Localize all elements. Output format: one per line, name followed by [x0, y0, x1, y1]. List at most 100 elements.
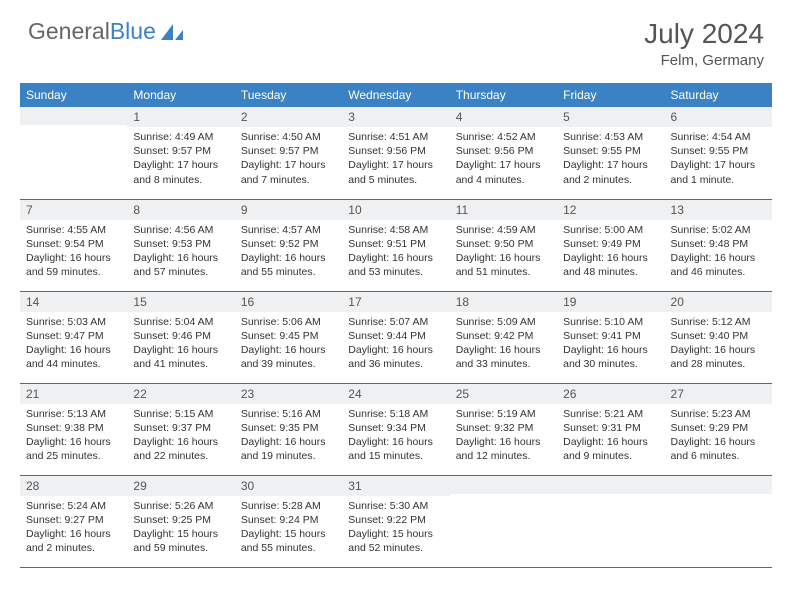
calendar-cell: 22Sunrise: 5:15 AMSunset: 9:37 PMDayligh…: [127, 383, 234, 475]
calendar-cell: 31Sunrise: 5:30 AMSunset: 9:22 PMDayligh…: [342, 475, 449, 567]
calendar-cell-empty: [665, 475, 772, 567]
day-details: Sunrise: 4:59 AMSunset: 9:50 PMDaylight:…: [450, 220, 557, 284]
calendar-row: 14Sunrise: 5:03 AMSunset: 9:47 PMDayligh…: [20, 291, 772, 383]
header: GeneralBlue July 2024 Felm, Germany: [0, 0, 792, 77]
logo-sail-icon: [159, 22, 185, 42]
day-number: 24: [342, 384, 449, 404]
day-details: Sunrise: 5:26 AMSunset: 9:25 PMDaylight:…: [127, 496, 234, 560]
weekday-header: Saturday: [665, 83, 772, 107]
day-details: Sunrise: 5:30 AMSunset: 9:22 PMDaylight:…: [342, 496, 449, 560]
day-number: 17: [342, 292, 449, 312]
day-number: [20, 107, 127, 125]
calendar-cell: 20Sunrise: 5:12 AMSunset: 9:40 PMDayligh…: [665, 291, 772, 383]
day-details: Sunrise: 5:03 AMSunset: 9:47 PMDaylight:…: [20, 312, 127, 376]
calendar-cell: 2Sunrise: 4:50 AMSunset: 9:57 PMDaylight…: [235, 107, 342, 199]
calendar-cell: 19Sunrise: 5:10 AMSunset: 9:41 PMDayligh…: [557, 291, 664, 383]
calendar-cell: 17Sunrise: 5:07 AMSunset: 9:44 PMDayligh…: [342, 291, 449, 383]
calendar-cell: 18Sunrise: 5:09 AMSunset: 9:42 PMDayligh…: [450, 291, 557, 383]
calendar-cell: 14Sunrise: 5:03 AMSunset: 9:47 PMDayligh…: [20, 291, 127, 383]
logo: GeneralBlue: [28, 18, 185, 45]
calendar-cell: 12Sunrise: 5:00 AMSunset: 9:49 PMDayligh…: [557, 199, 664, 291]
day-details: Sunrise: 4:55 AMSunset: 9:54 PMDaylight:…: [20, 220, 127, 284]
day-number: 8: [127, 200, 234, 220]
calendar-row: 7Sunrise: 4:55 AMSunset: 9:54 PMDaylight…: [20, 199, 772, 291]
day-details: Sunrise: 5:23 AMSunset: 9:29 PMDaylight:…: [665, 404, 772, 468]
day-details: Sunrise: 5:09 AMSunset: 9:42 PMDaylight:…: [450, 312, 557, 376]
day-details: Sunrise: 4:56 AMSunset: 9:53 PMDaylight:…: [127, 220, 234, 284]
month-title: July 2024: [644, 18, 764, 50]
day-number: 5: [557, 107, 664, 127]
day-details: Sunrise: 4:58 AMSunset: 9:51 PMDaylight:…: [342, 220, 449, 284]
calendar-row: 28Sunrise: 5:24 AMSunset: 9:27 PMDayligh…: [20, 475, 772, 567]
day-number: 23: [235, 384, 342, 404]
day-number: [450, 476, 557, 494]
day-number: 1: [127, 107, 234, 127]
day-number: 14: [20, 292, 127, 312]
day-number: 19: [557, 292, 664, 312]
calendar-cell: 24Sunrise: 5:18 AMSunset: 9:34 PMDayligh…: [342, 383, 449, 475]
logo-text-gray: General: [28, 18, 110, 45]
calendar-cell: 30Sunrise: 5:28 AMSunset: 9:24 PMDayligh…: [235, 475, 342, 567]
day-number: [557, 476, 664, 494]
day-number: 30: [235, 476, 342, 496]
calendar-cell: 27Sunrise: 5:23 AMSunset: 9:29 PMDayligh…: [665, 383, 772, 475]
day-number: 18: [450, 292, 557, 312]
calendar-cell: 5Sunrise: 4:53 AMSunset: 9:55 PMDaylight…: [557, 107, 664, 199]
day-number: 31: [342, 476, 449, 496]
day-details: Sunrise: 4:53 AMSunset: 9:55 PMDaylight:…: [557, 127, 664, 191]
day-number: 10: [342, 200, 449, 220]
weekday-header: Tuesday: [235, 83, 342, 107]
day-number: 21: [20, 384, 127, 404]
calendar-cell: 15Sunrise: 5:04 AMSunset: 9:46 PMDayligh…: [127, 291, 234, 383]
weekday-header: Monday: [127, 83, 234, 107]
day-number: 20: [665, 292, 772, 312]
calendar-cell: 26Sunrise: 5:21 AMSunset: 9:31 PMDayligh…: [557, 383, 664, 475]
logo-text-blue: Blue: [110, 18, 156, 45]
calendar-cell: 10Sunrise: 4:58 AMSunset: 9:51 PMDayligh…: [342, 199, 449, 291]
calendar-cell-empty: [450, 475, 557, 567]
calendar-cell: 13Sunrise: 5:02 AMSunset: 9:48 PMDayligh…: [665, 199, 772, 291]
title-block: July 2024 Felm, Germany: [644, 18, 764, 69]
calendar-cell: 25Sunrise: 5:19 AMSunset: 9:32 PMDayligh…: [450, 383, 557, 475]
day-details: Sunrise: 5:00 AMSunset: 9:49 PMDaylight:…: [557, 220, 664, 284]
calendar-cell: 1Sunrise: 4:49 AMSunset: 9:57 PMDaylight…: [127, 107, 234, 199]
calendar-cell: 7Sunrise: 4:55 AMSunset: 9:54 PMDaylight…: [20, 199, 127, 291]
calendar-row: 21Sunrise: 5:13 AMSunset: 9:38 PMDayligh…: [20, 383, 772, 475]
calendar-cell: 9Sunrise: 4:57 AMSunset: 9:52 PMDaylight…: [235, 199, 342, 291]
day-details: Sunrise: 5:15 AMSunset: 9:37 PMDaylight:…: [127, 404, 234, 468]
day-number: 2: [235, 107, 342, 127]
day-number: 12: [557, 200, 664, 220]
day-number: 25: [450, 384, 557, 404]
day-number: 27: [665, 384, 772, 404]
calendar-row: 1Sunrise: 4:49 AMSunset: 9:57 PMDaylight…: [20, 107, 772, 199]
calendar-cell: 3Sunrise: 4:51 AMSunset: 9:56 PMDaylight…: [342, 107, 449, 199]
calendar-cell: 16Sunrise: 5:06 AMSunset: 9:45 PMDayligh…: [235, 291, 342, 383]
day-details: Sunrise: 5:18 AMSunset: 9:34 PMDaylight:…: [342, 404, 449, 468]
day-number: 16: [235, 292, 342, 312]
weekday-header: Sunday: [20, 83, 127, 107]
calendar-table: SundayMondayTuesdayWednesdayThursdayFrid…: [20, 83, 772, 568]
calendar-cell: 29Sunrise: 5:26 AMSunset: 9:25 PMDayligh…: [127, 475, 234, 567]
day-details: Sunrise: 4:50 AMSunset: 9:57 PMDaylight:…: [235, 127, 342, 191]
day-details: Sunrise: 5:24 AMSunset: 9:27 PMDaylight:…: [20, 496, 127, 560]
day-details: Sunrise: 4:54 AMSunset: 9:55 PMDaylight:…: [665, 127, 772, 191]
day-details: Sunrise: 4:49 AMSunset: 9:57 PMDaylight:…: [127, 127, 234, 191]
day-number: 4: [450, 107, 557, 127]
day-number: 9: [235, 200, 342, 220]
day-details: Sunrise: 4:51 AMSunset: 9:56 PMDaylight:…: [342, 127, 449, 191]
day-number: [665, 476, 772, 494]
day-details: Sunrise: 5:28 AMSunset: 9:24 PMDaylight:…: [235, 496, 342, 560]
calendar-cell-empty: [557, 475, 664, 567]
calendar-cell: 6Sunrise: 4:54 AMSunset: 9:55 PMDaylight…: [665, 107, 772, 199]
calendar-cell: 4Sunrise: 4:52 AMSunset: 9:56 PMDaylight…: [450, 107, 557, 199]
weekday-header: Wednesday: [342, 83, 449, 107]
weekday-row: SundayMondayTuesdayWednesdayThursdayFrid…: [20, 83, 772, 107]
day-details: Sunrise: 5:02 AMSunset: 9:48 PMDaylight:…: [665, 220, 772, 284]
day-details: Sunrise: 5:04 AMSunset: 9:46 PMDaylight:…: [127, 312, 234, 376]
calendar-body: 1Sunrise: 4:49 AMSunset: 9:57 PMDaylight…: [20, 107, 772, 567]
day-details: Sunrise: 5:13 AMSunset: 9:38 PMDaylight:…: [20, 404, 127, 468]
calendar-cell: 8Sunrise: 4:56 AMSunset: 9:53 PMDaylight…: [127, 199, 234, 291]
day-number: 6: [665, 107, 772, 127]
day-details: Sunrise: 5:10 AMSunset: 9:41 PMDaylight:…: [557, 312, 664, 376]
day-details: Sunrise: 5:16 AMSunset: 9:35 PMDaylight:…: [235, 404, 342, 468]
